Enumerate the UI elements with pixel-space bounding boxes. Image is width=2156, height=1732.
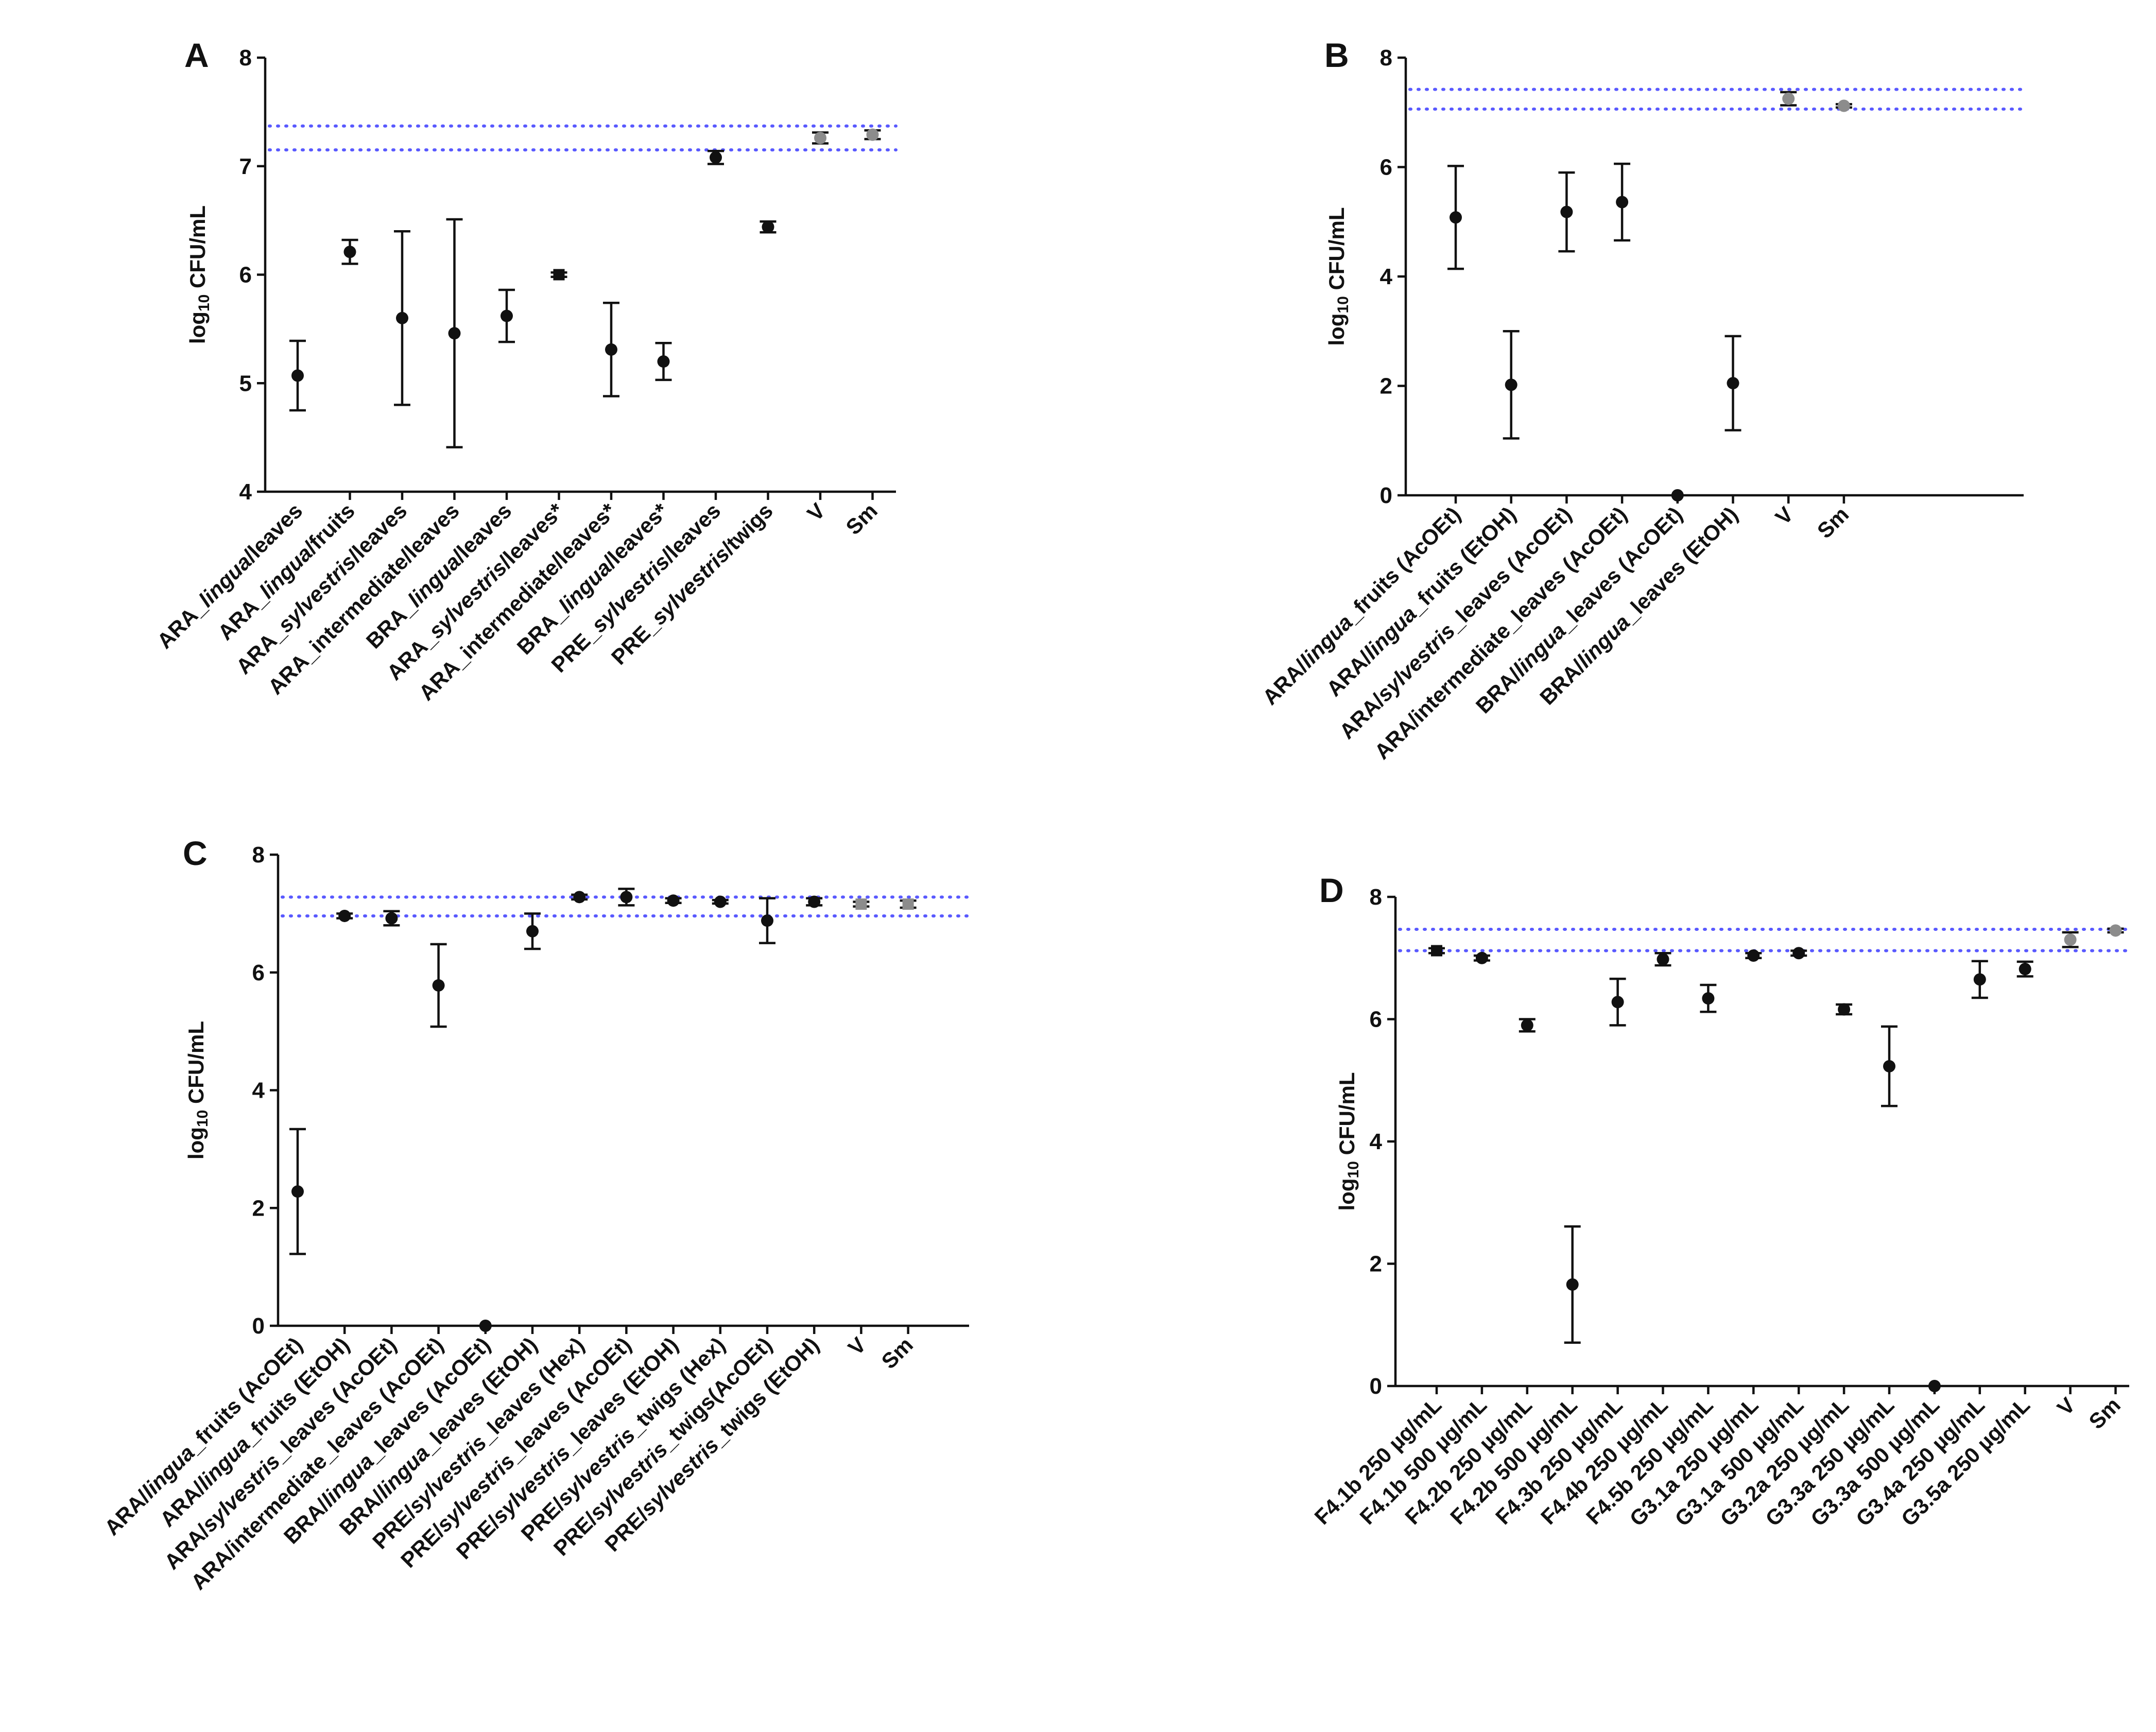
data-point <box>2019 963 2031 976</box>
data-point <box>1611 996 1624 1009</box>
data-point <box>1475 951 1488 964</box>
data-point <box>553 269 565 281</box>
data-point <box>866 128 879 141</box>
y-tick-label: 6 <box>1380 155 1392 180</box>
data-point <box>1838 1003 1851 1016</box>
y-tick-label: 2 <box>1370 1252 1382 1277</box>
data-point <box>1450 211 1462 224</box>
y-tick-label: 2 <box>1380 374 1392 399</box>
y-tick-label: 4 <box>252 1078 265 1103</box>
y-tick-label: 8 <box>239 45 252 71</box>
category-label: ARA/sylvestris_leaves (AcOEt) <box>1335 502 1576 743</box>
category-label: Sm <box>1813 502 1853 543</box>
data-point <box>2109 924 2122 937</box>
y-tick-label: 4 <box>1370 1129 1383 1154</box>
data-point <box>620 891 633 904</box>
category-label: V <box>802 498 830 526</box>
y-tick-label: 6 <box>252 960 265 985</box>
data-point <box>710 151 722 164</box>
category-label: Sm <box>841 498 882 539</box>
data-point <box>1727 377 1739 390</box>
data-point <box>902 898 914 910</box>
data-point <box>1883 1060 1895 1072</box>
y-tick-label: 0 <box>1380 483 1392 508</box>
panel-letter: C <box>183 834 208 872</box>
data-point <box>808 895 821 908</box>
y-tick-label: 5 <box>239 371 252 396</box>
data-point <box>1505 378 1517 391</box>
y-axis-title: log10 CFU/mL <box>1324 207 1352 345</box>
y-tick-label: 2 <box>252 1196 265 1221</box>
data-point <box>1566 1278 1579 1291</box>
y-axis-title: log10 CFU/mL <box>185 205 213 344</box>
data-point <box>526 925 539 938</box>
category-label: Sm <box>877 1332 918 1373</box>
y-tick-label: 6 <box>239 263 252 288</box>
panel-letter: B <box>1324 36 1349 74</box>
data-point <box>291 1185 304 1198</box>
data-point <box>573 891 586 904</box>
data-point <box>1431 945 1442 957</box>
data-point <box>291 369 304 382</box>
y-tick-label: 7 <box>239 154 252 179</box>
category-label: ARA/lingua_fruits (AcOEt) <box>1258 502 1465 709</box>
data-point <box>1837 99 1850 112</box>
data-point <box>814 131 826 144</box>
panel-letter: A <box>184 36 209 74</box>
y-tick-label: 4 <box>1380 264 1393 289</box>
category-label: V <box>843 1332 871 1360</box>
data-point <box>1657 953 1669 966</box>
data-point <box>1928 1380 1941 1392</box>
data-point <box>2064 933 2077 946</box>
data-point <box>1792 947 1805 960</box>
data-point <box>385 912 398 925</box>
data-point <box>1973 973 1986 986</box>
panel-letter: D <box>1319 871 1344 909</box>
y-tick-label: 0 <box>252 1313 265 1339</box>
data-point <box>1782 92 1795 105</box>
panel-b: B 0 2 4 6 8 log10 CFU/mL ARA/lingua_fruits (Ac… <box>1258 36 2025 764</box>
data-point <box>1560 205 1573 218</box>
y-tick-label: 0 <box>1370 1374 1382 1399</box>
y-tick-label: 6 <box>1370 1007 1382 1032</box>
data-point <box>667 894 680 907</box>
y-tick-label: 8 <box>1380 45 1392 71</box>
data-point <box>714 895 727 908</box>
data-point <box>605 343 617 356</box>
data-point <box>761 914 773 927</box>
category-label: V <box>1771 502 1798 529</box>
y-axis-title: log10 CFU/mL <box>1335 1072 1362 1210</box>
data-point <box>396 311 408 324</box>
data-point <box>432 979 445 992</box>
data-point <box>448 327 461 340</box>
data-point <box>501 309 513 322</box>
data-point <box>762 220 774 233</box>
data-point <box>1671 489 1684 501</box>
category-label: V <box>2052 1393 2080 1420</box>
data-point <box>657 355 670 368</box>
y-tick-label: 8 <box>1370 885 1382 910</box>
y-axis-title: log10 CFU/mL <box>184 1021 211 1159</box>
data-point <box>479 1320 492 1332</box>
data-point <box>1747 949 1760 962</box>
data-point <box>1702 992 1715 1005</box>
data-point <box>338 909 351 922</box>
y-tick-label: 8 <box>252 842 265 868</box>
category-label: Sm <box>2084 1393 2125 1433</box>
data-point <box>855 898 867 910</box>
y-tick-label: 4 <box>239 479 252 505</box>
data-point <box>343 246 356 258</box>
data-point <box>1616 196 1629 209</box>
data-point <box>1521 1019 1533 1032</box>
